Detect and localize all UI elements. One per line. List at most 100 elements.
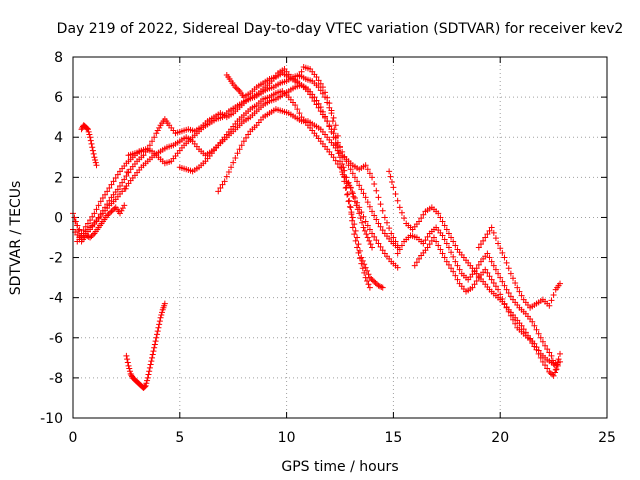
data-point xyxy=(141,384,148,391)
data-point xyxy=(154,331,161,338)
data-point xyxy=(360,213,367,220)
data-point xyxy=(445,261,452,268)
data-point xyxy=(441,222,448,229)
data-point xyxy=(375,282,382,289)
data-point xyxy=(379,207,386,214)
data-point xyxy=(533,326,540,333)
data-point xyxy=(121,176,128,183)
data-point xyxy=(537,354,544,361)
data-point xyxy=(441,254,448,261)
data-point xyxy=(82,232,89,239)
data-point xyxy=(319,108,326,115)
data-point xyxy=(319,90,326,97)
data-point xyxy=(452,242,459,249)
series-satellite-track-K xyxy=(411,234,561,379)
y-axis-label: SDTVAR / TECUs xyxy=(8,181,24,296)
data-point xyxy=(553,366,560,373)
data-point xyxy=(337,154,343,161)
data-point xyxy=(357,215,364,222)
data-point xyxy=(154,127,161,134)
data-point xyxy=(107,209,114,216)
data-point xyxy=(378,283,385,290)
data-point xyxy=(361,227,368,234)
data-point xyxy=(492,266,499,273)
data-point xyxy=(322,113,329,120)
data-point xyxy=(230,159,237,166)
data-point xyxy=(150,348,157,355)
data-point xyxy=(488,258,495,265)
data-point xyxy=(362,218,369,225)
data-point xyxy=(74,222,81,229)
y-tick-label: -6 xyxy=(49,331,63,347)
data-point xyxy=(114,186,121,193)
data-point xyxy=(364,267,371,274)
data-point xyxy=(482,266,489,273)
data-point xyxy=(507,293,514,300)
data-point xyxy=(369,277,376,284)
data-point xyxy=(386,168,393,175)
data-point xyxy=(450,253,457,260)
data-point xyxy=(456,266,463,273)
data-point xyxy=(149,354,156,361)
data-point xyxy=(551,362,558,369)
data-point xyxy=(126,368,133,375)
data-point xyxy=(228,164,235,171)
data-point xyxy=(344,191,351,198)
data-point xyxy=(379,247,386,254)
data-point xyxy=(361,261,368,268)
data-point xyxy=(369,230,376,237)
data-point xyxy=(143,380,150,387)
data-point xyxy=(527,336,534,343)
data-point xyxy=(542,362,549,369)
data-point xyxy=(345,198,352,205)
data-point xyxy=(235,86,242,93)
data-point xyxy=(84,125,91,132)
data-point xyxy=(105,211,112,218)
data-point xyxy=(337,164,343,171)
data-point xyxy=(110,178,117,185)
data-point xyxy=(369,174,376,181)
data-point xyxy=(503,286,510,293)
data-point xyxy=(99,195,106,202)
data-point xyxy=(430,234,437,241)
data-point xyxy=(488,224,495,231)
data-point xyxy=(452,258,459,265)
data-point xyxy=(390,234,397,241)
data-point xyxy=(486,273,493,280)
data-point xyxy=(383,219,390,226)
data-point xyxy=(294,106,301,113)
y-tick-label: 2 xyxy=(54,170,63,186)
data-point xyxy=(372,279,379,286)
y-tick-label: -4 xyxy=(49,291,63,307)
data-point xyxy=(499,249,506,256)
data-point xyxy=(445,244,452,251)
data-point xyxy=(507,270,514,277)
data-point xyxy=(448,234,455,241)
data-point xyxy=(76,226,83,233)
data-point xyxy=(153,334,160,341)
data-point xyxy=(507,312,514,319)
data-point xyxy=(317,87,324,94)
data-point xyxy=(396,246,403,253)
data-point xyxy=(126,365,133,372)
data-point xyxy=(243,134,250,141)
data-point xyxy=(471,281,478,288)
data-point xyxy=(550,372,557,379)
data-point xyxy=(145,371,152,378)
data-point xyxy=(147,361,154,368)
data-point xyxy=(111,205,118,212)
data-point xyxy=(358,254,365,261)
data-point xyxy=(550,291,557,298)
data-point xyxy=(106,185,113,192)
data-point xyxy=(344,191,351,198)
data-point xyxy=(85,128,92,135)
data-point xyxy=(443,258,450,265)
data-point xyxy=(454,262,461,269)
data-point xyxy=(87,137,94,144)
data-point xyxy=(376,283,383,290)
data-point xyxy=(535,330,542,337)
series-satellite-track-M xyxy=(70,148,145,245)
data-point xyxy=(373,237,380,244)
data-point xyxy=(125,362,132,369)
